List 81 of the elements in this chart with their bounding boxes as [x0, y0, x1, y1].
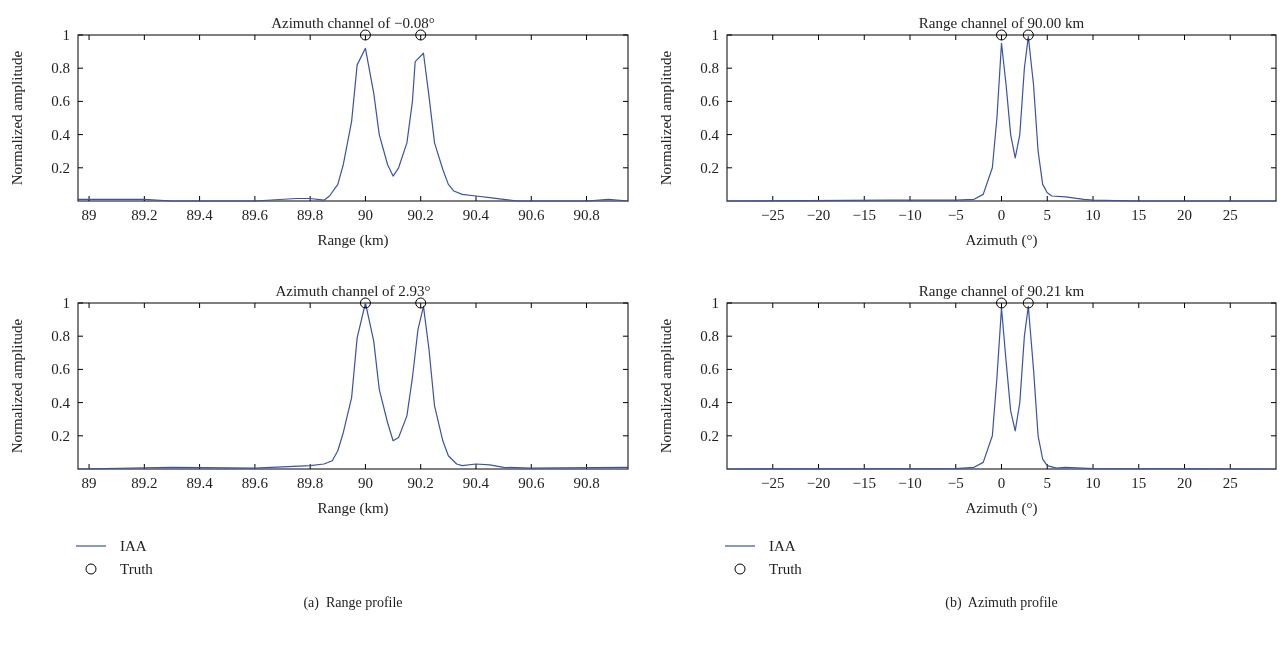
x-tick-label: 89.6: [241, 475, 269, 491]
y-tick-label: 0.2: [700, 159, 719, 176]
y-tick-label: 0.6: [51, 361, 71, 378]
x-tick-label: −15: [852, 475, 876, 491]
y-tick-label: 0.4: [51, 126, 71, 143]
x-tick-label: 89.6: [241, 207, 269, 223]
x-tick-label: 90: [357, 475, 373, 491]
x-tick-label: 89.4: [186, 475, 214, 491]
y-axis-title: Normalized amplitude: [658, 318, 674, 454]
legend-label: IAA: [120, 538, 147, 554]
legend-label: Truth: [769, 561, 803, 577]
x-tick-label: −10: [898, 207, 922, 223]
legend-label: Truth: [120, 561, 154, 577]
x-tick-label: 10: [1085, 207, 1101, 223]
y-tick-label: 0.4: [700, 126, 720, 143]
x-tick-label: 90.2: [407, 207, 434, 223]
x-tick-label: −15: [852, 207, 876, 223]
y-tick-label: 0.4: [700, 394, 720, 411]
chart-title: Range channel of 90.00 km: [918, 15, 1085, 31]
x-tick-label: 90.4: [462, 475, 490, 491]
x-tick-label: 90.8: [573, 207, 600, 223]
x-tick-label: 5: [1043, 475, 1051, 491]
y-tick-label: 1: [62, 27, 70, 43]
x-tick-label: 25: [1222, 207, 1238, 223]
y-tick-label: 0.6: [51, 93, 71, 110]
y-tick-label: 0.8: [51, 328, 70, 345]
y-axis-title: Normalized amplitude: [9, 50, 25, 186]
x-axis-title: Azimuth (°): [965, 500, 1038, 517]
x-tick-label: 10: [1085, 475, 1101, 491]
x-tick-label: 89.8: [297, 475, 324, 491]
x-tick-label: 90.6: [518, 207, 545, 223]
x-tick-label: 0: [997, 207, 1006, 223]
y-tick-label: 0.4: [51, 394, 71, 411]
x-axis-title: Range (km): [317, 500, 389, 517]
text: (a) Range profile: [303, 595, 403, 611]
legend-label: IAA: [769, 538, 796, 554]
x-tick-label: 89: [81, 207, 97, 223]
line-series: [77, 47, 629, 202]
x-tick-label: −5: [947, 475, 964, 491]
x-tick-label: 90.8: [573, 475, 600, 491]
x-tick-label: 89: [81, 475, 97, 491]
y-tick-label: 0.6: [700, 361, 720, 378]
x-tick-label: 0: [997, 475, 1006, 491]
x-tick-label: 20: [1177, 207, 1192, 223]
y-tick-label: 1: [711, 27, 719, 43]
x-tick-label: 90: [357, 207, 373, 223]
y-tick-label: 1: [62, 295, 70, 311]
x-axis-title: Azimuth (°): [965, 232, 1038, 249]
x-tick-label: 15: [1131, 475, 1147, 491]
x-tick-label: −5: [947, 207, 964, 223]
x-axis-title: Range (km): [317, 232, 389, 249]
y-tick-label: 0.8: [700, 60, 719, 77]
x-tick-label: −10: [898, 475, 922, 491]
text: (b) Azimuth profile: [945, 595, 1058, 611]
x-tick-label: 89.2: [131, 207, 158, 223]
y-tick-label: 0.6: [700, 93, 720, 110]
x-tick-label: −25: [761, 475, 785, 491]
y-tick-label: 0.2: [51, 427, 70, 444]
x-tick-label: 20: [1177, 475, 1192, 491]
y-axis-title: Normalized amplitude: [9, 318, 25, 454]
x-tick-label: 90.6: [518, 475, 545, 491]
x-tick-label: 25: [1222, 475, 1238, 491]
x-tick-label: −25: [761, 207, 785, 223]
x-tick-label: 90.4: [462, 207, 490, 223]
x-tick-label: 89.8: [297, 207, 324, 223]
x-tick-label: 89.4: [186, 207, 214, 223]
y-tick-label: 1: [711, 295, 719, 311]
chart-title: Range channel of 90.21 km: [918, 283, 1085, 299]
y-tick-label: 0.8: [51, 60, 70, 77]
x-tick-label: 15: [1131, 207, 1147, 223]
y-axis-title: Normalized amplitude: [658, 50, 674, 186]
y-tick-label: 0.8: [700, 328, 719, 345]
y-tick-label: 0.2: [700, 427, 719, 444]
x-tick-label: −20: [806, 475, 831, 491]
chart-title: Azimuth channel of 2.93°: [275, 283, 431, 299]
x-tick-label: 5: [1043, 207, 1051, 223]
x-tick-label: −20: [806, 207, 831, 223]
y-tick-label: 0.2: [51, 159, 70, 176]
x-tick-label: 89.2: [131, 475, 158, 491]
chart-title: Azimuth channel of −0.08°: [271, 15, 435, 31]
x-tick-label: 90.2: [407, 475, 434, 491]
